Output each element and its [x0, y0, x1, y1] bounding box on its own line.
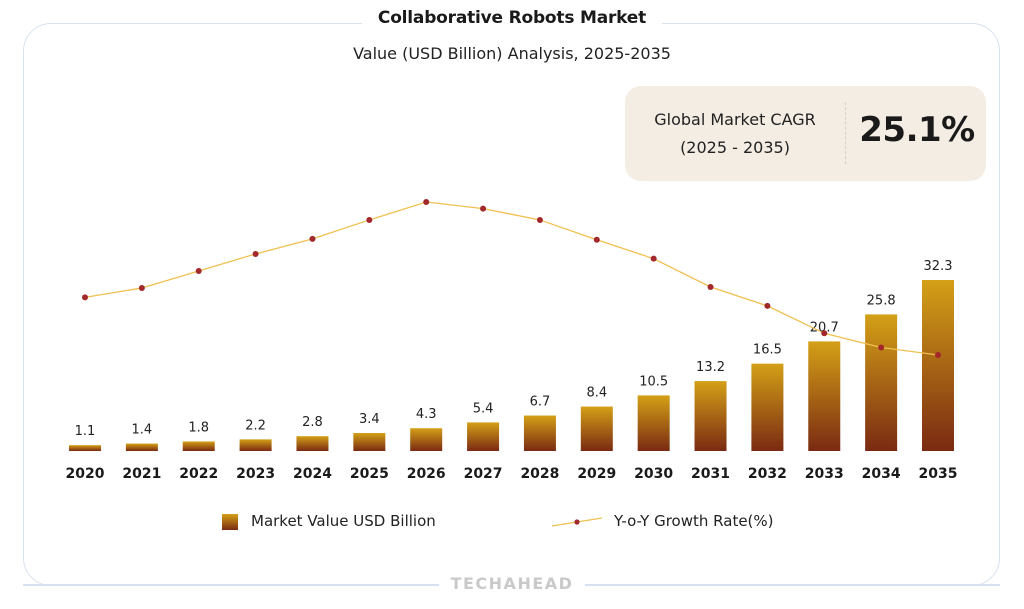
bar-label-2028: 6.7	[530, 395, 551, 410]
bar-label-2032: 16.5	[753, 343, 782, 358]
growth-rate-line	[84, 201, 939, 356]
bar-2024	[296, 436, 329, 451]
x-tick-2022: 2022	[179, 466, 218, 482]
cagr-label-line2: (2025 - 2035)	[680, 138, 790, 157]
growth-point-2029	[593, 236, 600, 243]
bar-2029	[580, 406, 613, 451]
x-tick-2028: 2028	[520, 466, 559, 482]
growth-point-2020	[82, 294, 88, 301]
bar-2023	[239, 439, 272, 451]
x-tick-2020: 2020	[66, 466, 105, 482]
bar-2027	[467, 422, 500, 451]
bar-label-2025: 3.4	[359, 412, 380, 427]
x-tick-2021: 2021	[122, 466, 161, 482]
growth-point-2026	[423, 199, 430, 205]
bar-2021	[125, 443, 158, 451]
x-tick-2026: 2026	[407, 466, 446, 482]
cagr-divider	[845, 102, 846, 164]
bar-label-2022: 1.8	[188, 420, 209, 435]
growth-point-2035	[935, 352, 941, 358]
bar-label-2026: 4.3	[416, 407, 437, 422]
growth-point-2033	[821, 330, 828, 337]
bar-swatch-icon	[222, 513, 238, 530]
bar-2034	[865, 314, 898, 451]
x-tick-2024: 2024	[293, 466, 332, 482]
x-tick-2033: 2033	[805, 466, 844, 482]
bar-label-2035: 32.3	[924, 259, 953, 274]
bar-label-2023: 2.2	[245, 418, 266, 433]
bar-2020	[69, 445, 101, 451]
bar-label-2027: 5.4	[473, 401, 494, 416]
growth-point-2023	[252, 250, 259, 257]
cagr-box: Global Market CAGR (2025 - 2035) 25.1%	[625, 86, 986, 181]
bar-2031	[694, 381, 727, 451]
bar-2028	[523, 415, 556, 451]
bar-label-2034: 25.8	[867, 293, 896, 308]
bar-2026	[410, 428, 443, 451]
legend-item-market-value: Market Value USD Billion	[222, 512, 436, 530]
growth-point-2031	[707, 284, 714, 290]
bar-label-2021: 1.4	[132, 423, 153, 438]
bar-2033	[808, 341, 841, 451]
growth-point-2021	[138, 284, 145, 291]
bar-label-2033: 20.7	[810, 320, 839, 335]
x-tick-2025: 2025	[350, 466, 389, 482]
bar-label-2030: 10.5	[639, 374, 668, 389]
growth-point-2030	[650, 255, 657, 262]
bar-label-2029: 8.4	[586, 386, 607, 401]
bar-2030	[637, 395, 670, 451]
growth-point-2022	[195, 267, 202, 274]
bar-label-2031: 13.2	[696, 360, 725, 375]
cagr-label-line1: Global Market CAGR	[654, 110, 816, 129]
x-tick-2030: 2030	[634, 466, 673, 482]
growth-point-2028	[536, 216, 543, 223]
growth-point-2034	[878, 344, 885, 351]
bar-2035	[922, 280, 954, 451]
growth-point-2027	[480, 205, 487, 212]
x-tick-2035: 2035	[919, 466, 958, 482]
bar-2032	[751, 363, 784, 451]
legend-label-growth-rate: Y-o-Y Growth Rate(%)	[614, 512, 774, 530]
growth-point-2025	[366, 216, 373, 223]
legend-item-growth-rate: Y-o-Y Growth Rate(%)	[550, 512, 774, 530]
chart-title: Collaborative Robots Market	[361, 8, 663, 28]
chart-subtitle: Value (USD Billion) Analysis, 2025-2035	[353, 44, 671, 63]
x-tick-2034: 2034	[862, 466, 901, 482]
bar-label-2024: 2.8	[302, 415, 323, 430]
x-tick-2032: 2032	[748, 466, 787, 482]
footer-brand: TECHAHEAD	[438, 574, 586, 593]
line-marker-icon	[551, 516, 603, 527]
growth-point-2024	[309, 235, 316, 242]
x-tick-2027: 2027	[464, 466, 503, 482]
bar-2022	[182, 441, 215, 451]
cagr-value: 25.1%	[859, 110, 975, 150]
bar-label-2020: 1.1	[75, 424, 96, 439]
x-tick-2031: 2031	[691, 466, 730, 482]
legend-label-market-value: Market Value USD Billion	[251, 512, 436, 530]
x-tick-2029: 2029	[577, 466, 616, 482]
bar-2025	[353, 433, 386, 451]
cagr-label: Global Market CAGR (2025 - 2035)	[625, 106, 845, 162]
x-tick-2023: 2023	[236, 466, 275, 482]
growth-point-2032	[764, 302, 771, 309]
